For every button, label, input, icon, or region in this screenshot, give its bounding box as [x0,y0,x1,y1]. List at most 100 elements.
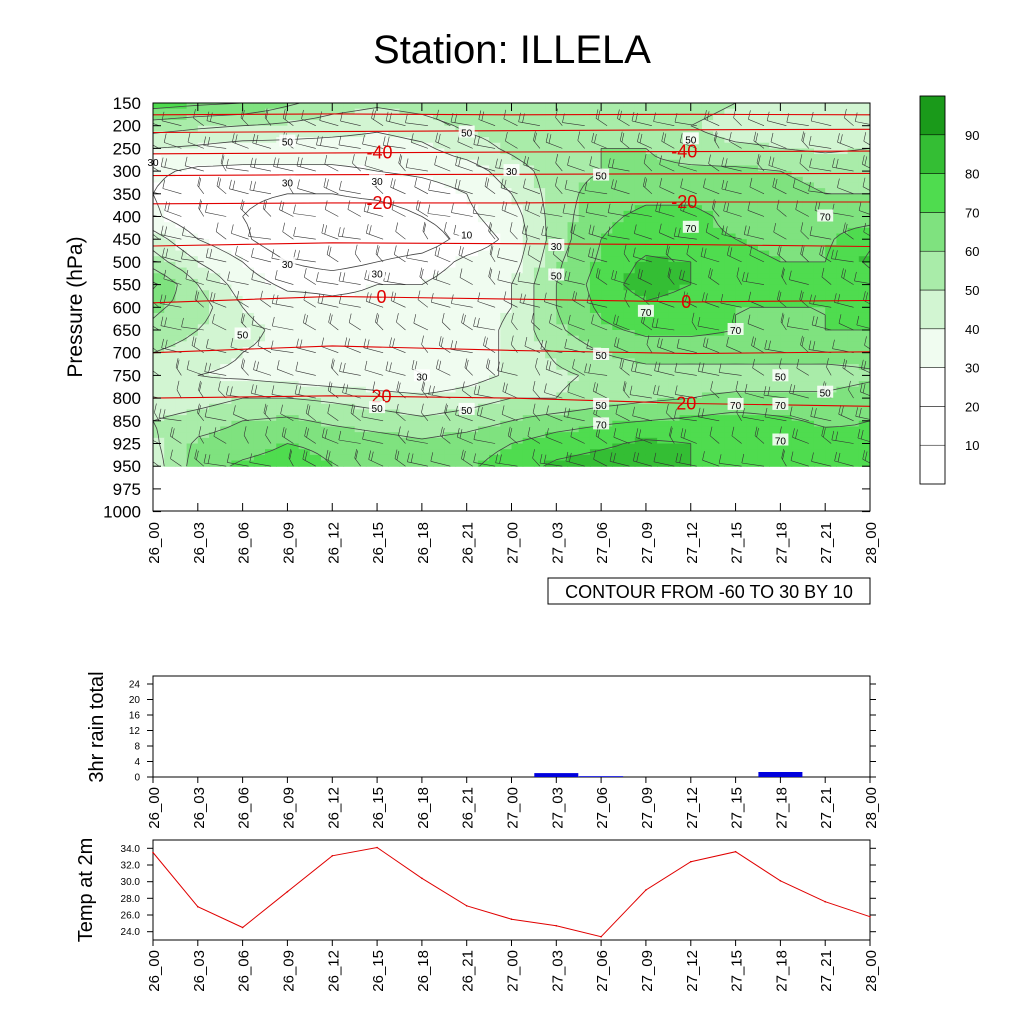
fill-cell [287,381,300,388]
fill-cell [679,114,692,121]
fill-cell [421,154,434,161]
fill-cell [701,381,714,388]
fill-cell [421,239,434,246]
fill-cell [802,284,815,291]
fill-cell [466,114,479,121]
fill-cell [578,284,591,291]
fill-cell [634,347,647,354]
fill-cell [769,318,781,325]
fill-cell [466,290,479,297]
fill-cell [444,182,457,189]
fill-cell [601,290,613,297]
fill-cell [825,114,837,121]
rain-y-tick-label: 24 [129,680,141,691]
wind-barb [328,313,339,331]
fill-cell [399,227,412,235]
temp-x-tick-label: 26_09 [280,950,297,992]
fill-cell [489,341,501,348]
fill-cell [365,227,378,235]
fill-cell [164,159,176,167]
fill-cell [298,358,311,365]
fill-cell [746,295,759,303]
fill-cell [388,114,401,121]
fill-cell [231,176,244,184]
fill-cell [522,114,535,121]
wind-barb [430,452,451,467]
wind-barb [555,176,563,194]
fill-cell [242,307,255,314]
fill-cell [757,188,770,195]
fill-cell [757,454,770,462]
fill-cell [746,352,759,359]
fill-cell [410,454,423,462]
fill-cell [657,324,669,331]
fill-cell [724,369,737,376]
humidity-contour-70 [153,103,870,467]
fill-cell [858,284,870,291]
fill-cell [365,341,378,348]
fill-cell [253,369,266,376]
fill-cell [679,154,692,161]
fill-cell [276,148,289,155]
fill-cell [175,108,188,115]
fill-cell [500,250,513,257]
fill-cell [634,244,647,252]
wind-barb [608,158,630,172]
fill-cell [657,307,669,314]
fill-cell [500,120,513,127]
fill-cell [500,392,513,399]
fill-cell [220,420,233,428]
fill-cell [433,284,445,291]
fill-cell [433,443,445,450]
fill-cell [858,335,870,342]
fill-cell [365,420,378,428]
fill-cell [377,369,389,376]
fill-cell [623,154,636,161]
fill-cell [836,171,849,178]
fill-cell [477,398,490,405]
fill-cell [813,324,826,331]
fill-cell [701,358,714,365]
fill-cell [623,244,636,252]
fill-cell [578,454,591,462]
rain-x-tick-label: 27_00 [505,787,522,829]
fill-cell [836,256,849,263]
fill-cell [265,103,277,110]
fill-cell [421,437,434,445]
fill-cell [533,284,546,291]
fill-cell [197,199,210,206]
wind-barb [304,268,316,285]
fill-cell [657,114,669,121]
fill-cell [836,239,849,246]
fill-cell [780,250,793,257]
fill-cell [276,449,289,456]
fill-cell [802,330,815,337]
fill-cell [825,352,837,359]
fill-cell [836,347,849,354]
fill-cell [265,307,277,314]
fill-cell [668,330,681,337]
fill-cell [298,205,311,212]
fill-cell [421,256,434,263]
fill-cell [746,142,759,149]
fill-cell [399,381,412,388]
fill-cell [556,182,569,189]
fill-cell [399,318,412,325]
fill-cell [321,239,333,246]
fill-cell [388,205,401,212]
wind-barb [182,226,204,240]
fill-cell [769,176,781,184]
colorbar-segment [919,95,946,136]
fill-cell [813,176,826,184]
wind-barb [808,103,809,104]
fill-cell [802,318,815,325]
fill-cell [690,358,703,365]
wind-barb [250,157,272,172]
fill-cell [623,295,636,303]
fill-cell [410,114,423,121]
fill-cell [365,364,378,371]
fill-cell [847,432,860,439]
fill-cell [309,154,322,161]
fill-cell [769,460,781,467]
fill-cell [242,171,255,178]
